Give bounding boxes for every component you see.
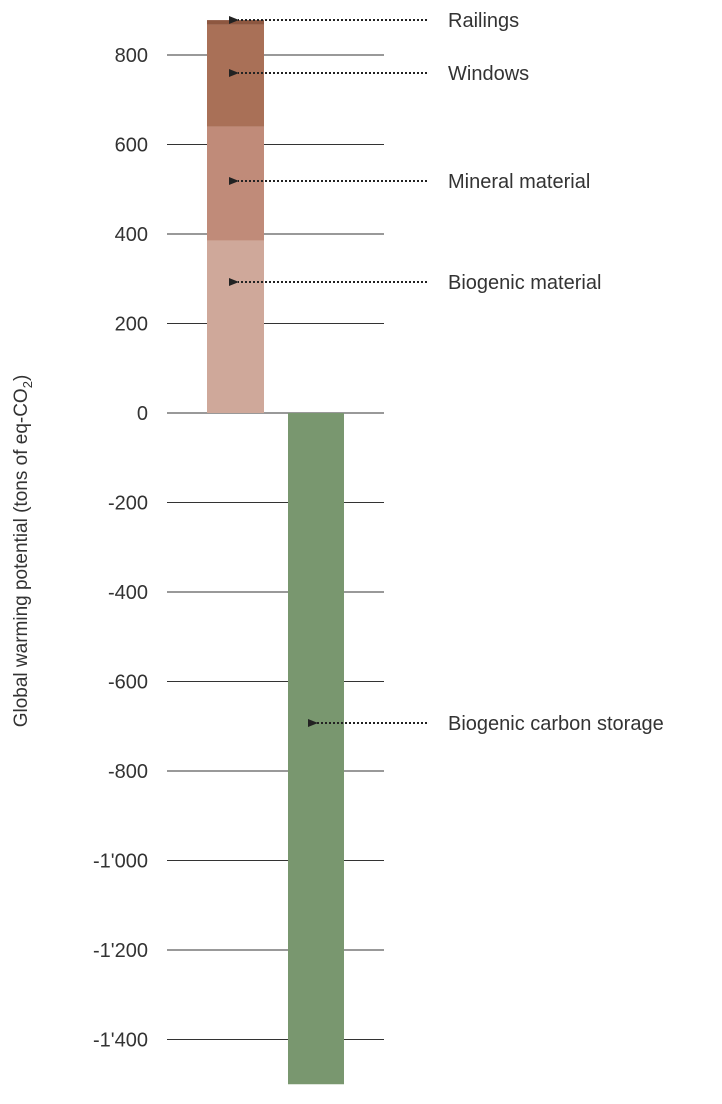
y-tick-label: 200 <box>115 314 148 336</box>
annotation-label-biogenic-material: Biogenic material <box>448 272 601 294</box>
bar-segment-biogenic-carbon-storage <box>288 413 344 1085</box>
y-tick-label: -1'000 <box>93 851 148 873</box>
bar-segment-biogenic-material <box>207 240 264 413</box>
bar-segment-railings <box>207 20 264 25</box>
bar-segment-mineral-material <box>207 126 264 241</box>
y-tick-label: -800 <box>108 761 148 783</box>
annotation-label-windows: Windows <box>448 63 529 85</box>
y-axis-label-close: ) <box>11 375 32 381</box>
y-tick-label: 800 <box>115 45 148 67</box>
annotation-label-mineral-material: Mineral material <box>448 171 590 193</box>
y-tick-label: -1'400 <box>93 1030 148 1052</box>
y-tick-label: -600 <box>108 672 148 694</box>
y-tick-label: -200 <box>108 493 148 515</box>
y-axis-label: Global warming potential (tons of eq-CO2… <box>11 375 35 728</box>
y-tick-label: 400 <box>115 224 148 246</box>
gridlines <box>167 54 384 1040</box>
y-tick-label: -1'200 <box>93 940 148 962</box>
y-axis-label-subscript: 2 <box>20 381 35 388</box>
y-tick-label: 600 <box>115 135 148 157</box>
y-tick-label: -400 <box>108 582 148 604</box>
y-tick-label: 0 <box>137 403 148 425</box>
bar-segment-windows <box>207 24 264 127</box>
y-axis-label-main: Global warming potential (tons of eq-CO <box>11 388 32 727</box>
bars <box>207 20 344 1085</box>
y-tick-labels: 800 600 400 200 0 -200 -400 -600 -800 -1'000 -1'20… <box>93 45 148 1052</box>
annotations: Railings Windows Mineral material Biogenic … <box>229 10 664 735</box>
annotation-label-railings: Railings <box>448 10 519 32</box>
annotation-label-biogenic-carbon-storage: Biogenic carbon storage <box>448 713 664 735</box>
